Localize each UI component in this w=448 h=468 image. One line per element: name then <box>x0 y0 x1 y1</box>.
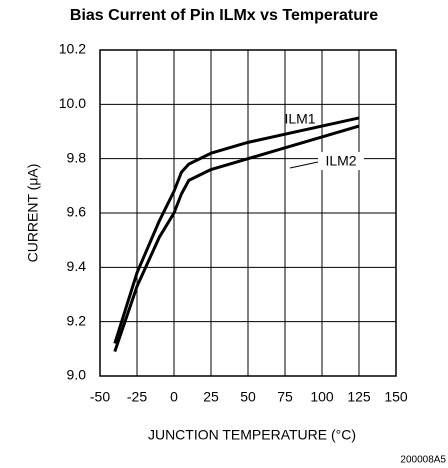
series-line <box>113 116 360 344</box>
y-tick-label: 9.0 <box>67 367 87 383</box>
x-tick-label: 125 <box>347 389 371 405</box>
x-tick-label: 100 <box>310 389 334 405</box>
y-tick-label: 9.6 <box>67 204 87 220</box>
x-tick-label: -50 <box>90 389 110 405</box>
y-tick-label: 9.8 <box>67 149 87 165</box>
series-label: ILM2 <box>325 153 356 169</box>
footnote: 200008A5 <box>400 455 446 466</box>
y-tick-label: 10.0 <box>59 95 86 111</box>
x-axis-label: JUNCTION TEMPERATURE (°C) <box>148 427 356 443</box>
y-tick-label: 10.2 <box>59 41 86 57</box>
y-tick-label: 9.4 <box>67 258 87 274</box>
leader-line <box>289 161 319 169</box>
series-line <box>113 124 360 353</box>
x-tick-label: 150 <box>384 389 408 405</box>
x-tick-label: 25 <box>203 389 219 405</box>
y-axis-label: CURRENT (μA) <box>25 164 41 263</box>
plot-frame <box>99 49 397 377</box>
x-tick-label: 75 <box>277 389 293 405</box>
x-tick-label: 50 <box>240 389 256 405</box>
y-tick-label: 9.2 <box>67 312 87 328</box>
x-tick-label: -25 <box>127 389 147 405</box>
chart-title: Bias Current of Pin ILMx vs Temperature <box>70 7 378 24</box>
x-tick-label: 0 <box>170 389 178 405</box>
series-label: ILM1 <box>284 111 315 127</box>
label-bg <box>318 152 364 170</box>
